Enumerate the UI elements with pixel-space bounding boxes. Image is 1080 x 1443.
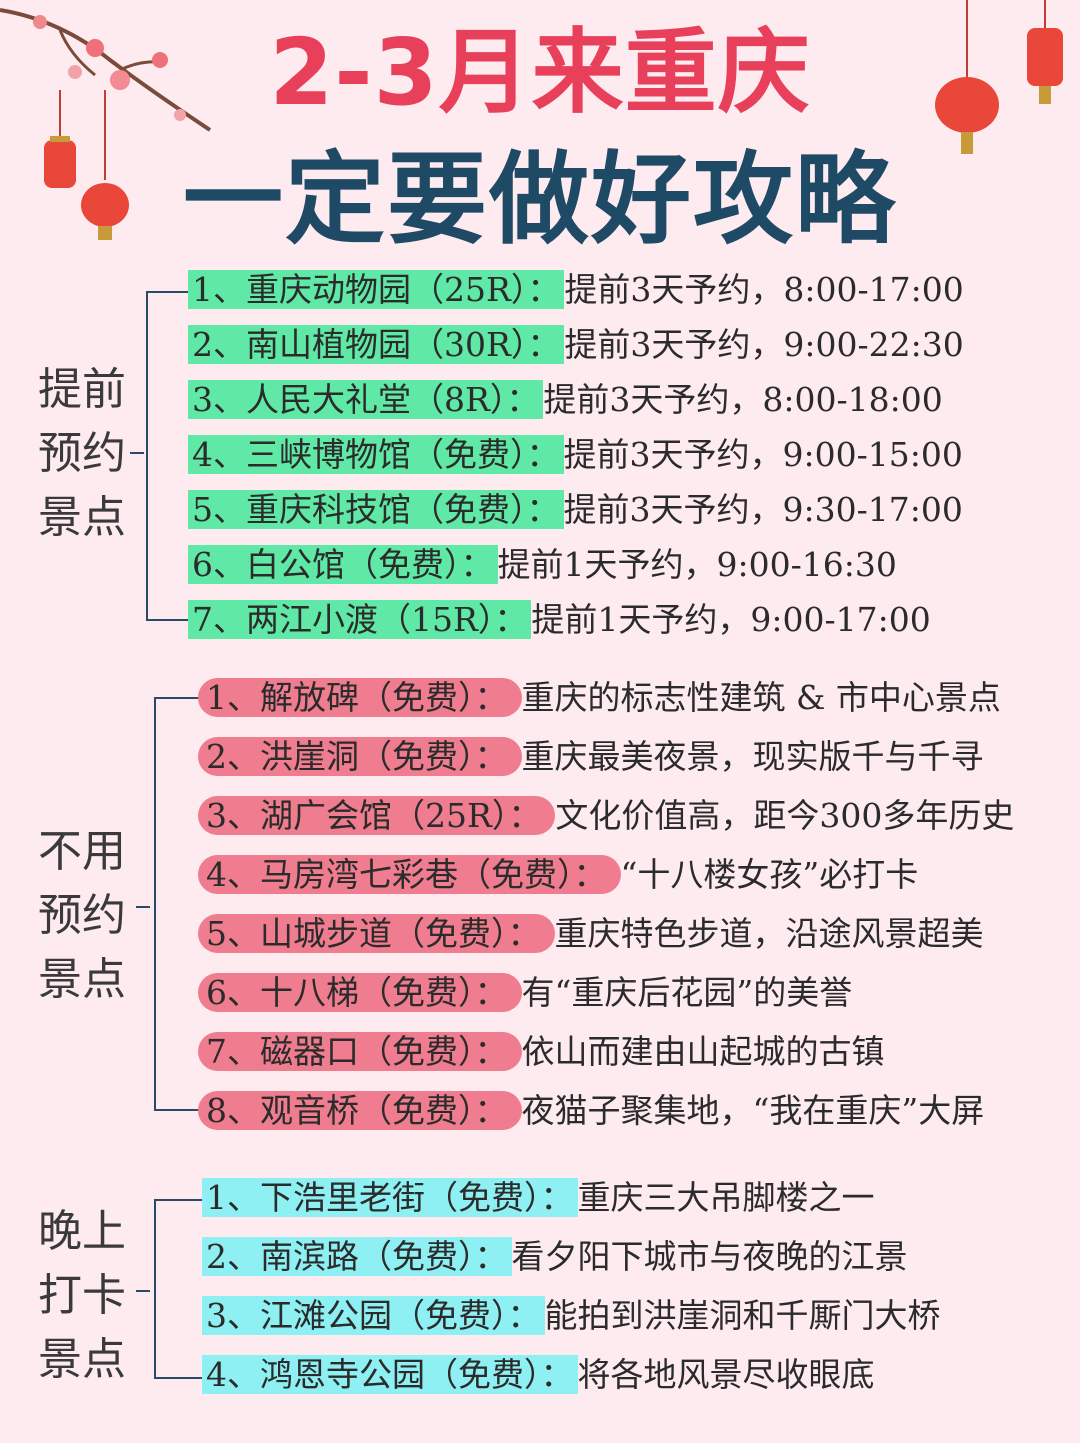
section-label-line: 晚上: [38, 1206, 126, 1257]
item-desc: 将各地风景尽收眼底: [577, 1355, 875, 1394]
item-desc: 提前3天予约，9:00-22:30: [564, 325, 964, 364]
list-item: 3、湖广会馆（25R）： 文化价值高，距今300多年历史: [198, 794, 1014, 838]
list-item: 1、下浩里老街（免费）： 重庆三大吊脚楼之一: [202, 1176, 875, 1220]
item-desc: 重庆三大吊脚楼之一: [577, 1178, 875, 1217]
item-desc: 能拍到洪崖洞和千厮门大桥: [544, 1296, 941, 1335]
item-desc: 提前3天予约，8:00-17:00: [564, 270, 964, 309]
item-desc: 夜猫子聚集地，“我在重庆”大屏: [521, 1091, 985, 1130]
list-item: 7、磁器口（免费）： 依山而建由山起城的古镇: [198, 1030, 885, 1074]
section-bracket: [154, 697, 200, 1111]
item-name: 2、南山植物园（30R）：: [188, 325, 565, 364]
page-title-line-1: 2-3月来重庆: [269, 19, 811, 126]
list-item: 1、解放碑（免费）： 重庆的标志性建筑 & 市中心景点: [198, 676, 1001, 720]
item-name: 4、三峡博物馆（免费）：: [188, 435, 564, 474]
section-label-line: 提前: [38, 364, 126, 415]
list-item: 2、南滨路（免费）： 看夕阳下城市与夜晚的江景: [202, 1235, 908, 1279]
list-item: 6、白公馆（免费）： 提前1天予约，9:00-16:30: [188, 543, 897, 587]
item-desc: 提前3天予约，8:00-18:00: [543, 380, 943, 419]
page-title-line-2: 一定要做好攻略: [183, 141, 897, 258]
list-item: 8、观音桥（免费）： 夜猫子聚集地，“我在重庆”大屏: [198, 1089, 984, 1133]
item-name: 6、白公馆（免费）：: [188, 545, 498, 584]
item-desc: 文化价值高，距今300多年历史: [555, 796, 1015, 835]
item-desc: 提前3天予约，9:00-15:00: [563, 435, 963, 474]
list-item: 5、重庆科技馆（免费）： 提前3天予约，9:30-17:00: [188, 488, 963, 532]
section-bracket: [146, 291, 188, 621]
list-item: 6、十八梯（免费）： 有“重庆后花园”的美誉: [198, 971, 852, 1015]
item-desc: 重庆最美夜景，现实版千与千寻: [521, 737, 984, 776]
item-name: 3、江滩公园（免费）：: [202, 1296, 545, 1335]
list-item: 4、马房湾七彩巷（免费）： “十八楼女孩”必打卡: [198, 853, 918, 897]
list-item: 7、两江小渡（15R）： 提前1天予约，9:00-17:00: [188, 598, 931, 642]
section-label-line: 预约: [38, 890, 126, 941]
lantern-icon: [935, 0, 1063, 154]
list-item: 4、三峡博物馆（免费）： 提前3天予约，9:00-15:00: [188, 433, 963, 477]
section-label-line: 预约: [38, 428, 126, 479]
item-desc: 提前1天予约，9:00-16:30: [497, 545, 897, 584]
section-label-line: 不用: [38, 826, 126, 877]
item-name: 5、重庆科技馆（免费）：: [188, 490, 564, 529]
section-bracket: [154, 1199, 204, 1379]
bracket-tick: [130, 452, 144, 454]
item-desc: 依山而建由山起城的古镇: [521, 1032, 885, 1071]
item-name: 7、两江小渡（15R）：: [188, 600, 532, 639]
section-label: 不用 预约 景点: [38, 820, 138, 1012]
list-item: 2、南山植物园（30R）： 提前3天予约，9:00-22:30: [188, 323, 964, 367]
section-label-line: 景点: [38, 1334, 126, 1385]
item-desc: 提前3天予约，9:30-17:00: [563, 490, 963, 529]
section-label: 提前 预约 景点: [38, 358, 138, 550]
item-desc: 重庆的标志性建筑 & 市中心景点: [521, 678, 1001, 717]
bracket-tick: [136, 906, 150, 908]
item-name: 8、观音桥（免费）：: [198, 1091, 522, 1130]
section-label-line: 景点: [38, 954, 126, 1005]
section-label: 晚上 打卡 景点: [38, 1200, 138, 1392]
item-name: 2、南滨路（免费）：: [202, 1237, 512, 1276]
item-name: 3、人民大礼堂（8R）：: [188, 380, 544, 419]
list-item: 1、重庆动物园（25R）： 提前3天予约，8:00-17:00: [188, 268, 964, 312]
item-name: 2、洪崖洞（免费）：: [198, 737, 522, 776]
item-name: 6、十八梯（免费）：: [198, 973, 522, 1012]
item-desc: 重庆特色步道，沿途风景超美: [554, 914, 984, 953]
item-name: 5、山城步道（免费）：: [198, 914, 555, 953]
list-item: 4、鸿恩寺公园（免费）： 将各地风景尽收眼底: [202, 1353, 875, 1397]
item-desc: 看夕阳下城市与夜晚的江景: [511, 1237, 908, 1276]
item-desc: 有“重庆后花园”的美誉: [521, 973, 853, 1012]
list-item: 5、山城步道（免费）： 重庆特色步道，沿途风景超美: [198, 912, 984, 956]
item-name: 1、解放碑（免费）：: [198, 678, 522, 717]
list-item: 3、人民大礼堂（8R）： 提前3天予约，8:00-18:00: [188, 378, 943, 422]
section-label-line: 景点: [38, 492, 126, 543]
item-name: 4、马房湾七彩巷（免费）：: [198, 855, 621, 894]
item-desc: “十八楼女孩”必打卡: [620, 855, 919, 894]
item-name: 3、湖广会馆（25R）：: [198, 796, 556, 835]
plum-blossom-branch-icon: [0, 8, 212, 240]
section-label-line: 打卡: [38, 1270, 126, 1321]
item-name: 7、磁器口（免费）：: [198, 1032, 522, 1071]
bracket-tick: [136, 1290, 150, 1292]
list-item: 2、洪崖洞（免费）： 重庆最美夜景，现实版千与千寻: [198, 735, 984, 779]
item-name: 1、下浩里老街（免费）：: [202, 1178, 578, 1217]
item-name: 4、鸿恩寺公园（免费）：: [202, 1355, 578, 1394]
item-desc: 提前1天予约，9:00-17:00: [531, 600, 931, 639]
item-name: 1、重庆动物园（25R）：: [188, 270, 565, 309]
list-item: 3、江滩公园（免费）： 能拍到洪崖洞和千厮门大桥: [202, 1294, 941, 1338]
